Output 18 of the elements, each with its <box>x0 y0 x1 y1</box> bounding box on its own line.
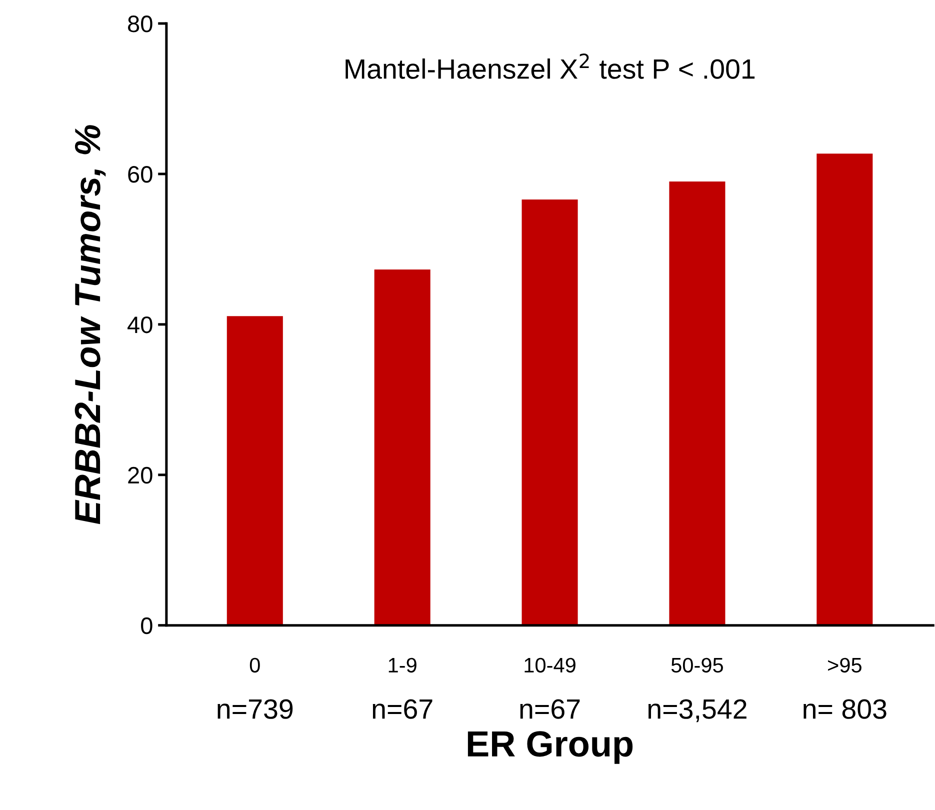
annotation: Mantel-Haenszel X$^{2}$ test P < .001 <box>346 54 755 79</box>
category-label: >95 n= 803 <box>804 658 886 719</box>
bar <box>522 200 578 626</box>
y-tick-label: 20 <box>128 466 152 484</box>
bar <box>226 316 283 626</box>
x-axis-title: ER Group <box>468 731 633 764</box>
y-tick-label: 60 <box>128 166 152 183</box>
category-label: 0 n=739 <box>218 658 293 719</box>
y-tick-label: 0 <box>141 617 152 634</box>
y-axis-title: ERBB2-Low Tumors, % <box>74 125 106 524</box>
y-tick-label: 80 <box>128 16 152 32</box>
y-tick-label: 40 <box>128 316 152 334</box>
bar <box>669 181 726 626</box>
category-label: 1-9 n=67 <box>372 658 432 719</box>
bar <box>374 269 430 626</box>
category-label: 10-49 n=67 <box>520 658 580 719</box>
bar <box>816 154 873 626</box>
category-label: 50-95 n=3,542 <box>648 658 746 722</box>
